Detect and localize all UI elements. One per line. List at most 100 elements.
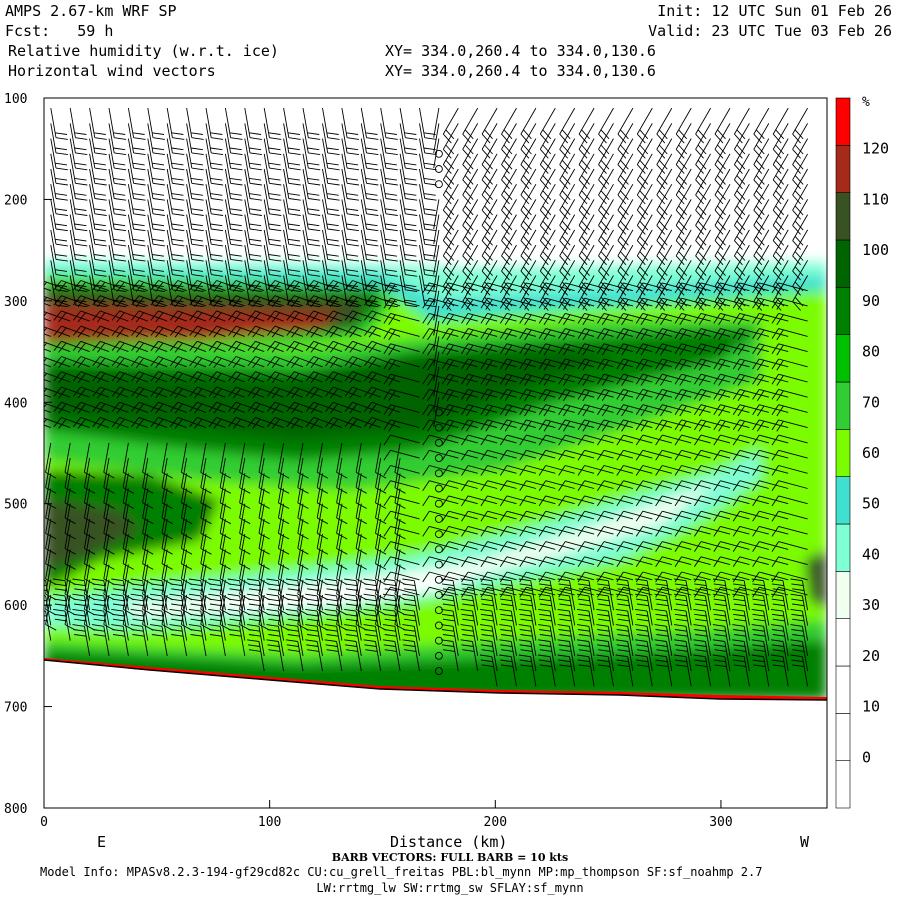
wind-barb bbox=[598, 229, 614, 266]
wind-barb bbox=[224, 108, 243, 140]
wind-barb bbox=[205, 214, 224, 247]
calm-wind-circle bbox=[434, 469, 443, 478]
model-info-physics: LW:rrtmg_lw SW:rrtmg_sw SFLAY:sf_mynn bbox=[316, 881, 584, 895]
wind-barb bbox=[263, 123, 282, 156]
wind-barb bbox=[636, 244, 653, 281]
wind-barb bbox=[422, 388, 459, 401]
wind-barb bbox=[656, 107, 673, 144]
wind-barb bbox=[732, 541, 769, 552]
wind-barb bbox=[383, 480, 420, 491]
wind-barb bbox=[732, 328, 769, 341]
wind-barb bbox=[53, 371, 90, 384]
wind-barb bbox=[656, 199, 673, 235]
colorbar-tick-label: 50 bbox=[862, 495, 880, 513]
wind-barb bbox=[499, 578, 517, 611]
wind-barb bbox=[322, 168, 340, 201]
wind-barb bbox=[205, 199, 224, 232]
wind-barb bbox=[695, 199, 711, 235]
wind-barb bbox=[364, 416, 401, 429]
wind-barb bbox=[694, 373, 731, 386]
wind-barb bbox=[127, 123, 146, 156]
wind-barb bbox=[111, 401, 148, 414]
wind-barb bbox=[169, 416, 207, 429]
wind-barb bbox=[499, 525, 537, 537]
wind-barb bbox=[53, 310, 90, 323]
wind-barb bbox=[596, 578, 614, 611]
wind-barb bbox=[713, 282, 750, 295]
wind-barb bbox=[227, 593, 246, 626]
wind-barb bbox=[433, 214, 440, 245]
wind-barb bbox=[577, 343, 614, 356]
wind-barb bbox=[108, 138, 127, 171]
wind-barb bbox=[69, 229, 88, 262]
wind-barb bbox=[598, 168, 614, 205]
wind-barb bbox=[344, 325, 381, 338]
wind-barb bbox=[44, 610, 52, 641]
wind-barb bbox=[752, 571, 789, 583]
wind-barb bbox=[322, 108, 340, 140]
wind-barb bbox=[305, 608, 323, 641]
wind-barb bbox=[674, 593, 692, 626]
wind-barb bbox=[597, 586, 634, 598]
wind-barb bbox=[383, 465, 420, 476]
wind-barb bbox=[596, 608, 614, 641]
wind-barb bbox=[166, 123, 185, 156]
wind-barb bbox=[422, 586, 459, 598]
wind-barb bbox=[267, 356, 304, 368]
wind-barb bbox=[674, 419, 711, 432]
wind-barb bbox=[422, 343, 459, 356]
wind-barb bbox=[616, 419, 653, 432]
wind-barb bbox=[577, 419, 614, 432]
wind-barb bbox=[111, 340, 148, 353]
wind-barb bbox=[189, 386, 226, 399]
wind-barb bbox=[305, 295, 343, 308]
wind-barb bbox=[499, 639, 517, 672]
wind-barb bbox=[734, 199, 750, 235]
wind-barb bbox=[380, 108, 398, 140]
wind-barb bbox=[771, 556, 808, 568]
wind-barb bbox=[360, 199, 379, 232]
wind-barb bbox=[481, 244, 498, 281]
wind-barb bbox=[169, 401, 207, 414]
wind-barb bbox=[263, 229, 282, 262]
wind-barb bbox=[247, 608, 265, 641]
wind-barb bbox=[166, 184, 185, 216]
wind-barb bbox=[616, 495, 653, 507]
wind-barb bbox=[538, 404, 575, 417]
wind-barb bbox=[127, 184, 146, 216]
wind-barb bbox=[462, 168, 479, 205]
wind-barb bbox=[364, 356, 401, 368]
wind-barb bbox=[734, 183, 750, 220]
wind-barb bbox=[422, 541, 459, 552]
wind-barb bbox=[616, 586, 653, 598]
wind-barb bbox=[559, 153, 576, 190]
wind-barb bbox=[44, 595, 52, 626]
wind-barb bbox=[675, 168, 692, 205]
wind-barb bbox=[635, 297, 672, 310]
wind-barb bbox=[247, 386, 284, 399]
wind-barb bbox=[305, 310, 343, 323]
wind-barb bbox=[147, 168, 165, 201]
wind-barb bbox=[558, 282, 595, 295]
wind-barb bbox=[635, 495, 672, 507]
wind-barb bbox=[283, 123, 301, 156]
wind-barb bbox=[635, 282, 672, 295]
wind-barb bbox=[208, 386, 245, 399]
wind-barb bbox=[577, 510, 614, 522]
wind-barb bbox=[518, 654, 537, 687]
wind-barb bbox=[674, 343, 711, 356]
wind-barb bbox=[189, 310, 226, 323]
wind-barb bbox=[461, 571, 498, 583]
wind-barb bbox=[598, 244, 614, 281]
wind-barb bbox=[635, 434, 672, 446]
calm-wind-circle bbox=[434, 651, 443, 660]
wind-barb bbox=[419, 275, 437, 308]
wind-barb bbox=[772, 183, 789, 220]
wind-barb bbox=[461, 510, 498, 522]
wind-barb bbox=[771, 593, 789, 626]
wind-barb bbox=[480, 328, 517, 341]
wind-barb bbox=[108, 245, 127, 277]
wind-barb bbox=[224, 245, 243, 277]
wind-barb bbox=[108, 229, 127, 262]
wind-barb bbox=[713, 419, 750, 432]
